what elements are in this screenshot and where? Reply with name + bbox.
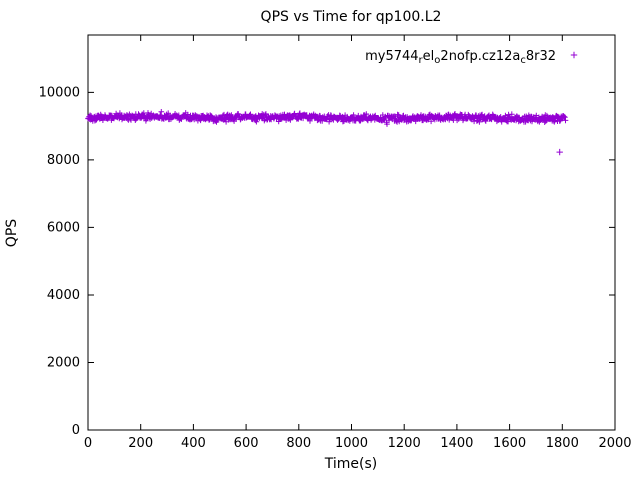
x-tick-label: 600 xyxy=(234,436,259,451)
y-tick-label: 6000 xyxy=(47,220,80,235)
x-tick-label: 1000 xyxy=(335,436,368,451)
x-tick-label: 2000 xyxy=(598,436,631,451)
legend-marker xyxy=(570,51,578,59)
y-tick-label: 8000 xyxy=(47,153,80,168)
x-axis-label: Time(s) xyxy=(324,456,377,472)
x-tick-label: 1200 xyxy=(388,436,421,451)
axis-ticks xyxy=(87,35,616,431)
outlier-point xyxy=(556,148,563,156)
series-points xyxy=(85,109,569,127)
x-tick-label: 400 xyxy=(181,436,206,451)
y-tick-label: 10000 xyxy=(39,85,80,100)
y-tick-label: 2000 xyxy=(47,355,80,370)
x-tick-label: 1600 xyxy=(493,436,526,451)
chart-title: QPS vs Time for qp100.L2 xyxy=(261,9,442,25)
y-tick-label: 4000 xyxy=(47,288,80,303)
legend-label: my5744r​elo​2nofp.cz12ac​8r32 xyxy=(365,49,556,66)
data-points xyxy=(85,109,569,156)
x-tick-label: 200 xyxy=(128,436,153,451)
x-tick-label: 1800 xyxy=(546,436,579,451)
x-tick-label: 1400 xyxy=(440,436,473,451)
y-axis-label: QPS xyxy=(4,219,20,247)
y-tick-label: 0 xyxy=(72,423,80,438)
x-tick-label: 800 xyxy=(286,436,311,451)
axes: 0 200 400 600 800 1000 1200 1400 1600 1800 2000 0 20… xyxy=(39,34,632,451)
plot-border xyxy=(87,34,616,431)
x-tick-label: 0 xyxy=(84,436,92,451)
legend: my5744r​elo​2nofp.cz12ac​8r32 xyxy=(365,49,578,66)
